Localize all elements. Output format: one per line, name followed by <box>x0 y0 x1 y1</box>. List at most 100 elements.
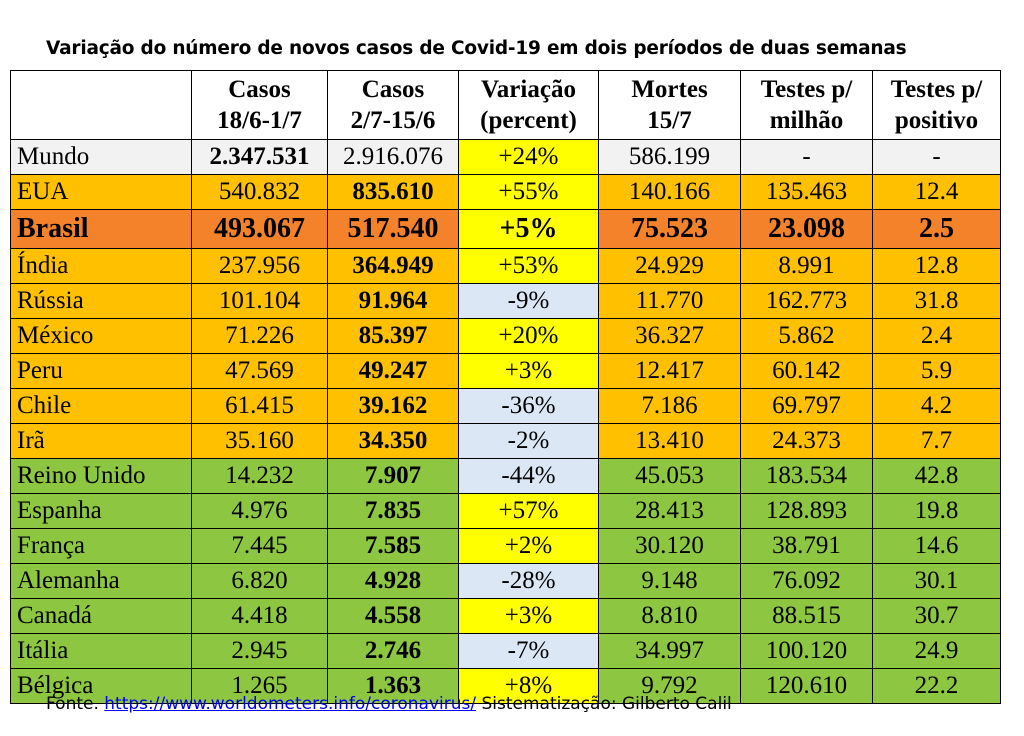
tests-per-positive-cell: - <box>872 139 1001 175</box>
cases-period2-cell: 4.928 <box>327 563 459 599</box>
table-row: México 71.226 85.397 +20% 36.327 5.862 2.4 <box>10 318 1001 354</box>
deaths-cell: 586.199 <box>598 139 741 175</box>
variation-cell: +20% <box>458 318 599 354</box>
cases-period1-cell: 6.820 <box>191 563 328 599</box>
cases-period2-cell: 91.964 <box>327 283 459 319</box>
cases-period2-cell: 2.916.076 <box>327 139 459 175</box>
country-cell: Reino Unido <box>10 458 192 494</box>
country-cell: Brasil <box>10 209 192 249</box>
tests-per-positive-cell: 19.8 <box>872 493 1001 529</box>
table-row: Canadá 4.418 4.558 +3% 8.810 88.515 30.7 <box>10 598 1001 634</box>
tests-per-positive-cell: 30.7 <box>872 598 1001 634</box>
country-cell: Rússia <box>10 283 192 319</box>
tests-per-positive-cell: 30.1 <box>872 563 1001 599</box>
cases-period2-cell: 34.350 <box>327 423 459 459</box>
deaths-cell: 7.186 <box>598 388 741 424</box>
variation-cell: +55% <box>458 174 599 210</box>
deaths-cell: 45.053 <box>598 458 741 494</box>
country-cell: Espanha <box>10 493 192 529</box>
deaths-cell: 24.929 <box>598 248 741 284</box>
variation-cell: -2% <box>458 423 599 459</box>
cases-period1-cell: 14.232 <box>191 458 328 494</box>
table-row: Brasil 493.067 517.540 +5% 75.523 23.098 2.5 <box>10 209 1001 249</box>
cases-period2-cell: 7.585 <box>327 528 459 564</box>
country-cell: EUA <box>10 174 192 210</box>
tests-per-positive-cell: 42.8 <box>872 458 1001 494</box>
deaths-cell: 9.792 <box>598 668 741 704</box>
cases-period1-cell: 35.160 <box>191 423 328 459</box>
tests-per-million-cell: 38.791 <box>740 528 873 564</box>
footer-credit: Sistematização: Gilberto Calil <box>476 694 732 714</box>
table-row: França 7.445 7.585 +2% 30.120 38.791 14.6 <box>10 528 1001 564</box>
table-row: EUA 540.832 835.610 +55% 140.166 135.463 12.4 <box>10 174 1001 210</box>
cases-period2-cell: 364.949 <box>327 248 459 284</box>
table-row: Chile 61.415 39.162 -36% 7.186 69.797 4.2 <box>10 388 1001 424</box>
tests-per-positive-cell: 4.2 <box>872 388 1001 424</box>
tests-per-million-cell: 162.773 <box>740 283 873 319</box>
column-header: Variação (percent) <box>458 70 599 140</box>
variation-cell: -9% <box>458 283 599 319</box>
column-header-line2: 18/6-1/7 <box>217 107 302 134</box>
tests-per-positive-cell: 2.4 <box>872 318 1001 354</box>
cases-period2-cell: 4.558 <box>327 598 459 634</box>
deaths-cell: 30.120 <box>598 528 741 564</box>
cases-period2-cell: 517.540 <box>327 209 459 249</box>
cases-period2-cell: 1.363 <box>327 668 459 704</box>
table-row: Reino Unido 14.232 7.907 -44% 45.053 183.534 4… <box>10 458 1001 494</box>
column-header: Testes p/milhão <box>740 70 873 140</box>
cases-period1-cell: 2.945 <box>191 633 328 669</box>
column-header-line1: Variação <box>481 76 576 103</box>
deaths-cell: 36.327 <box>598 318 741 354</box>
column-header: Casos 2/7-15/6 <box>327 70 459 140</box>
covid-table: Casos 18/6-1/7 Casos 2/7-15/6 Variação (perce… <box>10 70 1001 704</box>
cases-period1-cell: 2.347.531 <box>191 139 328 175</box>
source-link[interactable]: https://www.worldometers.info/coronaviru… <box>104 694 477 714</box>
cases-period1-cell: 237.956 <box>191 248 328 284</box>
cases-period1-cell: 47.569 <box>191 353 328 389</box>
column-header <box>10 70 192 140</box>
table-row: Índia 237.956 364.949 +53% 24.929 8.991 12.8 <box>10 248 1001 284</box>
cases-period1-cell: 4.976 <box>191 493 328 529</box>
column-header-line2: 2/7-15/6 <box>350 107 436 134</box>
table-row: Bélgica 1.265 1.363 +8% 9.792 120.610 22.2 <box>10 668 1001 704</box>
deaths-cell: 13.410 <box>598 423 741 459</box>
table-row: Mundo 2.347.531 2.916.076 +24% 586.199- - <box>10 139 1001 175</box>
column-header-line1: Testes p/ <box>890 76 983 103</box>
table-row: Itália 2.945 2.746 -7% 34.997 100.120 24.9 <box>10 633 1001 669</box>
variation-cell: +3% <box>458 598 599 634</box>
tests-per-million-cell: 120.610 <box>740 668 873 704</box>
tests-per-million-cell: 8.991 <box>740 248 873 284</box>
column-header-line1: Casos <box>228 76 291 103</box>
variation-cell: +8% <box>458 668 599 704</box>
cases-period2-cell: 39.162 <box>327 388 459 424</box>
table-row: Alemanha 6.820 4.928 -28% 9.148 76.092 30.1 <box>10 563 1001 599</box>
country-cell: Bélgica <box>10 668 192 704</box>
table-body: Mundo 2.347.531 2.916.076 +24% 586.199- - EUA 5… <box>10 139 1001 704</box>
country-cell: Peru <box>10 353 192 389</box>
cases-period1-cell: 71.226 <box>191 318 328 354</box>
column-header-line1: Testes p/ <box>760 76 853 103</box>
country-cell: Irã <box>10 423 192 459</box>
tests-per-positive-cell: 14.6 <box>872 528 1001 564</box>
country-cell: Chile <box>10 388 192 424</box>
variation-cell: -36% <box>458 388 599 424</box>
cases-period1-cell: 493.067 <box>191 209 328 249</box>
country-cell: Mundo <box>10 139 192 175</box>
tests-per-million-cell: 128.893 <box>740 493 873 529</box>
tests-per-positive-cell: 24.9 <box>872 633 1001 669</box>
cases-period2-cell: 7.907 <box>327 458 459 494</box>
tests-per-million-cell: - <box>740 139 873 175</box>
cases-period1-cell: 4.418 <box>191 598 328 634</box>
tests-per-positive-cell: 2.5 <box>872 209 1001 249</box>
column-header-line2: 15/7 <box>647 107 692 134</box>
tests-per-million-cell: 69.797 <box>740 388 873 424</box>
country-cell: México <box>10 318 192 354</box>
cases-period1-cell: 101.104 <box>191 283 328 319</box>
cases-period1-cell: 61.415 <box>191 388 328 424</box>
column-header-line1: Mortes <box>631 76 708 103</box>
tests-per-million-cell: 24.373 <box>740 423 873 459</box>
country-cell: França <box>10 528 192 564</box>
variation-cell: +3% <box>458 353 599 389</box>
tests-per-million-cell: 5.862 <box>740 318 873 354</box>
header-row: Casos 18/6-1/7 Casos 2/7-15/6 Variação (perce… <box>10 70 1001 140</box>
